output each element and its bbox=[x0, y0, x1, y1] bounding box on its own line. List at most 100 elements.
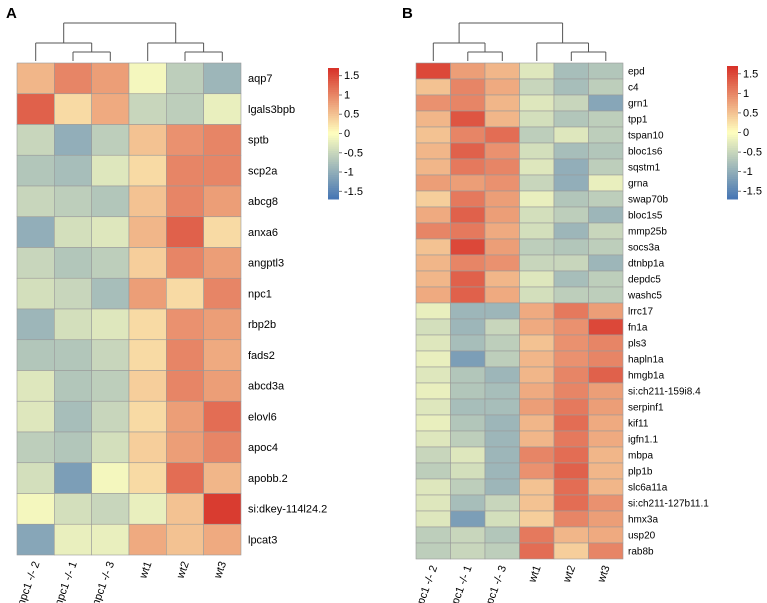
heatmap-cell bbox=[484, 254, 520, 272]
legend-tick-label: -0.5 bbox=[743, 147, 762, 159]
row-label: rab8b bbox=[628, 547, 654, 558]
heatmap-cell bbox=[450, 446, 486, 464]
heatmap-cell bbox=[450, 158, 486, 176]
heatmap-cell bbox=[484, 62, 520, 80]
heatmap-cell bbox=[128, 93, 167, 125]
heatmap-cell bbox=[450, 414, 486, 432]
heatmap-cell bbox=[54, 370, 92, 402]
row-label: lpcat3 bbox=[248, 535, 277, 547]
legend-color-step bbox=[328, 105, 339, 108]
legend-color-step bbox=[328, 157, 339, 161]
heatmap-cell bbox=[16, 370, 55, 402]
heatmap-cell bbox=[54, 308, 92, 341]
legend-color-step bbox=[727, 105, 738, 109]
heatmap-cell bbox=[519, 366, 555, 384]
heatmap-cell bbox=[450, 318, 486, 336]
heatmap-cell bbox=[519, 318, 555, 336]
heatmap-cell bbox=[54, 185, 92, 218]
heatmap-cell bbox=[450, 478, 486, 496]
heatmap-cell bbox=[553, 110, 589, 128]
heatmap-cell bbox=[519, 270, 555, 288]
heatmap-cell bbox=[16, 462, 55, 494]
heatmap-cell bbox=[588, 398, 624, 416]
column-labels-a: npc1 -/- 2 npc1 -/- 1 npc1 -/- 3 wt1 wt2 wt3 bbox=[15, 560, 229, 603]
heatmap-cell bbox=[415, 446, 451, 464]
legend-color-step bbox=[328, 142, 339, 145]
row-label: washc5 bbox=[627, 291, 662, 302]
heatmap-cell bbox=[484, 174, 520, 192]
legend-color-step bbox=[727, 90, 738, 94]
heatmap-cell bbox=[166, 93, 204, 125]
legend-color-step bbox=[727, 152, 738, 156]
heatmap-cell bbox=[519, 174, 555, 192]
legend-tick-label: 0 bbox=[344, 128, 350, 140]
legend-tick-label: 0.5 bbox=[344, 109, 359, 121]
heatmap-cell bbox=[519, 494, 555, 512]
row-label: anxa6 bbox=[248, 227, 278, 239]
heatmap-cell bbox=[166, 185, 204, 218]
row-label: scp2a bbox=[248, 166, 278, 178]
heatmap-cell bbox=[588, 366, 624, 384]
heatmap-cell bbox=[166, 400, 204, 433]
legend-color-step bbox=[328, 109, 339, 113]
legend-color-step bbox=[727, 172, 738, 176]
heatmap-cell bbox=[588, 318, 624, 336]
legend-color-step bbox=[727, 190, 738, 193]
legend-color-step bbox=[727, 134, 738, 138]
heatmap-cell bbox=[128, 124, 167, 156]
legend-tick-label: -1 bbox=[344, 167, 354, 179]
legend-color-step bbox=[328, 133, 339, 137]
heatmap-cell bbox=[588, 494, 624, 512]
legend-color-step bbox=[727, 143, 738, 147]
heatmap-cell bbox=[484, 142, 520, 160]
heatmap-cell bbox=[54, 62, 92, 95]
legend-color-step bbox=[328, 137, 339, 141]
heatmap-cell bbox=[588, 110, 624, 128]
heatmap-cell bbox=[484, 414, 520, 432]
heatmap-cell bbox=[415, 366, 451, 384]
heatmap-cell bbox=[553, 542, 589, 560]
heatmap-cell bbox=[519, 398, 555, 416]
heatmap-cell bbox=[54, 523, 92, 556]
heatmap-cell bbox=[484, 366, 520, 384]
heatmap-cell bbox=[415, 430, 451, 448]
panel-label-a: A bbox=[6, 5, 17, 22]
row-label: socs3a bbox=[628, 243, 660, 254]
heatmap-cell bbox=[519, 126, 555, 144]
heatmap-cell bbox=[166, 62, 204, 95]
heatmap-cell bbox=[553, 302, 589, 320]
heatmap-cell bbox=[484, 158, 520, 176]
row-label: c4 bbox=[628, 83, 639, 94]
legend-tick-label: 1.5 bbox=[743, 68, 758, 80]
heatmap-cell bbox=[588, 206, 624, 224]
legend-color-step bbox=[727, 159, 738, 162]
row-label: tpp1 bbox=[628, 115, 648, 126]
column-label: npc1 -/- 2 bbox=[15, 560, 42, 603]
heatmap-cell bbox=[484, 462, 520, 480]
heatmap-cell bbox=[484, 430, 520, 448]
heatmap-cell bbox=[588, 446, 624, 464]
row-label: aqp7 bbox=[248, 73, 272, 85]
heatmap-cell bbox=[450, 270, 486, 288]
heatmap-cell bbox=[16, 523, 55, 556]
heatmap-cells-a bbox=[16, 62, 242, 556]
heatmap-cell bbox=[91, 431, 130, 464]
heatmap-cell bbox=[450, 366, 486, 384]
row-labels-b: epd c4 grn1 tpp1 tspan10 bloc1s6 sqstm1 grna swa… bbox=[627, 67, 709, 558]
heatmap-cell bbox=[519, 430, 555, 448]
heatmap-cell bbox=[450, 222, 486, 240]
heatmap-cell bbox=[450, 302, 486, 320]
heatmap-cell bbox=[415, 510, 451, 528]
row-label: mmp25b bbox=[628, 227, 667, 238]
color-legend-a: 1.5 1 0.5 0 -0.5 -1 -1.5 bbox=[328, 68, 363, 200]
heatmap-cell bbox=[415, 350, 451, 368]
legend-color-step bbox=[727, 181, 738, 184]
legend-color-step bbox=[328, 87, 339, 91]
heatmap-cell bbox=[588, 382, 624, 400]
heatmap-cell bbox=[450, 142, 486, 160]
legend-color-step bbox=[727, 99, 738, 102]
legend-color-step bbox=[328, 172, 339, 176]
heatmap-cell bbox=[128, 216, 167, 248]
heatmap-cell bbox=[91, 308, 130, 341]
row-label: hmgb1a bbox=[628, 371, 665, 382]
